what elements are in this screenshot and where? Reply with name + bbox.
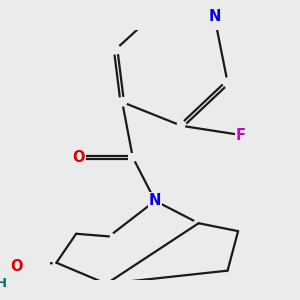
- Text: F: F: [236, 128, 246, 142]
- Text: N: N: [149, 193, 161, 208]
- Text: O: O: [11, 259, 23, 274]
- Text: O: O: [73, 150, 85, 165]
- Text: N: N: [208, 9, 220, 24]
- Text: H: H: [0, 277, 7, 290]
